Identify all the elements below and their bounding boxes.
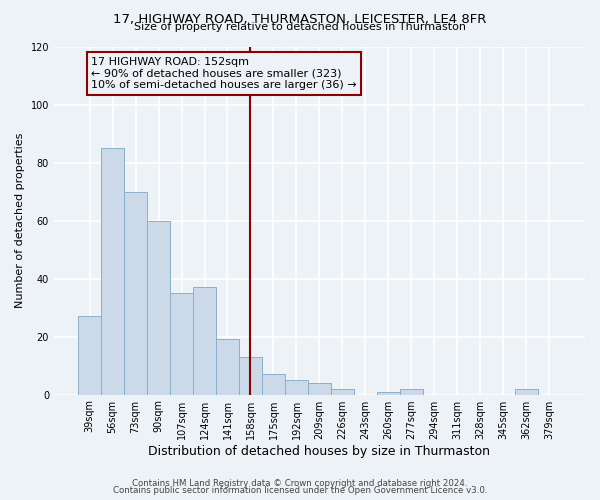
X-axis label: Distribution of detached houses by size in Thurmaston: Distribution of detached houses by size … bbox=[148, 444, 490, 458]
Bar bbox=[285, 380, 308, 394]
Y-axis label: Number of detached properties: Number of detached properties bbox=[15, 133, 25, 308]
Text: Contains public sector information licensed under the Open Government Licence v3: Contains public sector information licen… bbox=[113, 486, 487, 495]
Bar bbox=[262, 374, 285, 394]
Bar bbox=[308, 383, 331, 394]
Bar bbox=[239, 357, 262, 395]
Bar bbox=[147, 220, 170, 394]
Bar bbox=[101, 148, 124, 394]
Bar bbox=[331, 389, 354, 394]
Bar bbox=[193, 288, 216, 395]
Bar bbox=[170, 293, 193, 394]
Bar bbox=[124, 192, 147, 394]
Text: 17, HIGHWAY ROAD, THURMASTON, LEICESTER, LE4 8FR: 17, HIGHWAY ROAD, THURMASTON, LEICESTER,… bbox=[113, 12, 487, 26]
Bar bbox=[400, 389, 423, 394]
Text: Contains HM Land Registry data © Crown copyright and database right 2024.: Contains HM Land Registry data © Crown c… bbox=[132, 478, 468, 488]
Text: 17 HIGHWAY ROAD: 152sqm
← 90% of detached houses are smaller (323)
10% of semi-d: 17 HIGHWAY ROAD: 152sqm ← 90% of detache… bbox=[91, 57, 357, 90]
Bar bbox=[78, 316, 101, 394]
Bar bbox=[515, 389, 538, 394]
Bar bbox=[216, 340, 239, 394]
Text: Size of property relative to detached houses in Thurmaston: Size of property relative to detached ho… bbox=[134, 22, 466, 32]
Bar bbox=[377, 392, 400, 394]
